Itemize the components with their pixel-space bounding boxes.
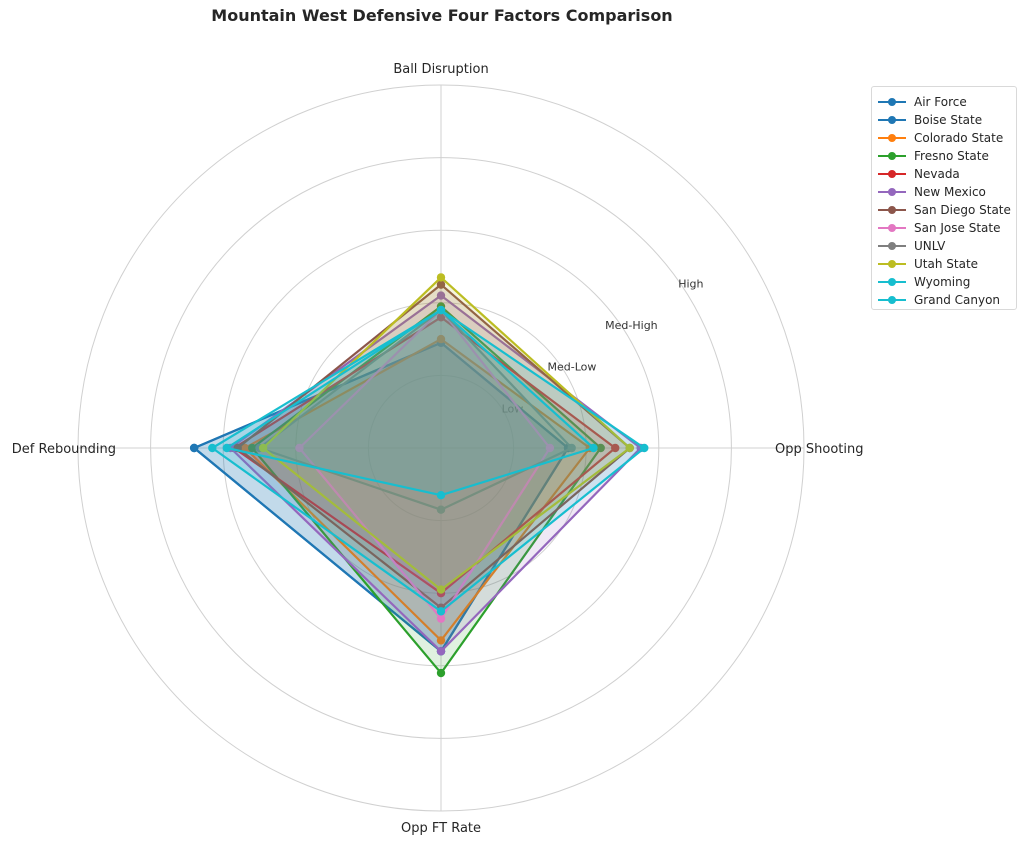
legend-label: New Mexico bbox=[914, 185, 986, 199]
legend-label: Nevada bbox=[914, 167, 960, 181]
data-point bbox=[248, 443, 257, 453]
series-group bbox=[222, 305, 598, 500]
data-point bbox=[589, 443, 598, 453]
legend-item: Air Force bbox=[878, 93, 1016, 111]
data-point bbox=[436, 585, 446, 594]
data-point bbox=[436, 334, 446, 344]
data-point bbox=[545, 443, 555, 453]
legend-label: Grand Canyon bbox=[914, 293, 1001, 307]
data-point bbox=[436, 313, 446, 322]
legend-item: Fresno State bbox=[878, 147, 1016, 165]
legend-swatch bbox=[878, 168, 906, 180]
legend-swatch bbox=[878, 294, 906, 306]
legend-item: Boise State bbox=[878, 111, 1016, 129]
series-area bbox=[194, 342, 568, 652]
data-point bbox=[436, 647, 446, 656]
data-point bbox=[611, 443, 620, 453]
data-point bbox=[436, 291, 446, 300]
legend-swatch bbox=[878, 114, 906, 126]
legend-label: Fresno State bbox=[914, 149, 989, 163]
data-point bbox=[436, 305, 446, 315]
data-point bbox=[625, 443, 634, 453]
legend-label: Utah State bbox=[914, 257, 979, 271]
series-area bbox=[212, 310, 645, 612]
legend-label: Wyoming bbox=[914, 275, 971, 289]
data-point bbox=[596, 443, 605, 453]
data-point bbox=[436, 273, 446, 282]
axis-labels: Opp Shooting Ball Disruption Def Reboundin… bbox=[12, 62, 864, 836]
legend-item: UNLV bbox=[878, 237, 1016, 255]
data-point bbox=[436, 636, 446, 645]
data-point bbox=[436, 614, 446, 623]
series-area bbox=[237, 284, 630, 608]
legend: Air Force Boise State Colorado State Fresno… bbox=[871, 86, 1017, 310]
data-point bbox=[436, 280, 446, 289]
data-point bbox=[240, 443, 250, 453]
ring-label: High bbox=[678, 277, 703, 290]
series-area bbox=[226, 310, 594, 496]
legend-swatch bbox=[878, 204, 906, 216]
legend-swatch bbox=[878, 186, 906, 198]
series-area bbox=[234, 317, 616, 594]
legend-item: Colorado State bbox=[878, 129, 1016, 147]
legend-item: Nevada bbox=[878, 165, 1016, 183]
series-area bbox=[263, 277, 630, 590]
legend-swatch bbox=[878, 150, 906, 162]
data-point bbox=[567, 443, 576, 453]
series-area bbox=[230, 295, 641, 652]
axis-label: Ball Disruption bbox=[393, 62, 488, 77]
series-area bbox=[259, 310, 572, 510]
legend-label: Colorado State bbox=[914, 131, 1004, 145]
legend-swatch bbox=[878, 96, 906, 108]
series-group bbox=[233, 280, 634, 612]
legend-swatch bbox=[878, 222, 906, 234]
ring-label: Med-High bbox=[605, 319, 658, 332]
legend-swatch bbox=[878, 258, 906, 270]
series-areas bbox=[189, 273, 649, 678]
data-point bbox=[436, 505, 446, 514]
legend-label: UNLV bbox=[914, 239, 946, 253]
legend-item: San Jose State bbox=[878, 219, 1016, 237]
legend-item: Utah State bbox=[878, 255, 1016, 273]
axis-label: Def Rebounding bbox=[12, 442, 116, 457]
legend-swatch bbox=[878, 276, 906, 288]
axis-label: Opp Shooting bbox=[775, 442, 863, 457]
legend-label: Air Force bbox=[914, 95, 967, 109]
legend-swatch bbox=[878, 240, 906, 252]
legend-item: San Diego State bbox=[878, 201, 1016, 219]
ring-label: Med-Low bbox=[548, 361, 597, 374]
series-group bbox=[208, 305, 649, 616]
legend-label: San Jose State bbox=[914, 221, 1001, 235]
legend-item: New Mexico bbox=[878, 183, 1016, 201]
data-point bbox=[640, 443, 649, 453]
data-point bbox=[189, 443, 199, 453]
legend-swatch bbox=[878, 132, 906, 144]
legend-label: Boise State bbox=[914, 113, 983, 127]
series-area bbox=[252, 306, 601, 674]
series-group bbox=[258, 273, 634, 594]
data-point bbox=[436, 490, 446, 500]
data-point bbox=[295, 443, 304, 453]
legend-item: Grand Canyon bbox=[878, 291, 1016, 309]
data-point bbox=[436, 668, 446, 678]
data-point bbox=[222, 443, 232, 453]
legend-item: Wyoming bbox=[878, 273, 1016, 291]
data-point bbox=[436, 607, 446, 616]
data-point bbox=[208, 443, 217, 453]
chart-title: Mountain West Defensive Four Factors Com… bbox=[211, 6, 673, 25]
series-area bbox=[194, 342, 568, 652]
legend-label: San Diego State bbox=[914, 203, 1011, 217]
axis-label: Opp FT Rate bbox=[401, 821, 481, 836]
data-point bbox=[258, 443, 268, 453]
